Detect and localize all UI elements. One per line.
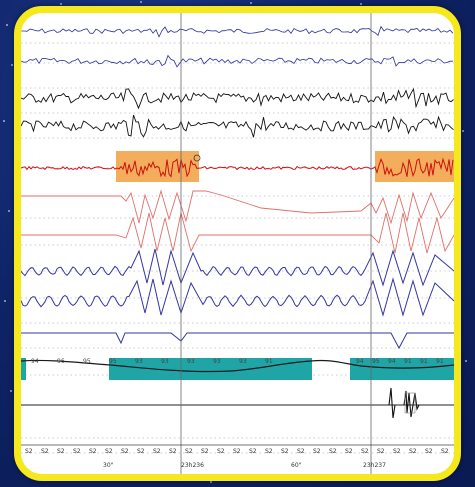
spo2-label: 94 <box>356 358 364 365</box>
spo2-band-edge <box>21 358 26 380</box>
stage-label: S2 <box>121 448 129 455</box>
spo2-label: 91 <box>404 358 412 365</box>
spo2-label: 95 <box>372 358 380 365</box>
spo2-label: 94 <box>388 358 396 365</box>
marker-circle <box>193 154 201 162</box>
spo2-band-2 <box>350 358 454 380</box>
stage-label: S2 <box>153 448 161 455</box>
eeg-trace-2 <box>21 54 453 68</box>
stage-label: S2 <box>249 448 257 455</box>
stage-label: S2 <box>201 448 209 455</box>
polysomnography-frame: 94 96 95 95 93 93 93 93 93 91 94 95 94 91 91 91 S2 S2 S2 S2… <box>14 6 461 481</box>
resp-trace-1 <box>21 248 454 287</box>
time-axis-label: 30" <box>103 462 114 469</box>
resp-trace-2 <box>21 277 454 317</box>
stage-label: S2 <box>217 448 225 455</box>
eeg-trace-4 <box>21 114 454 138</box>
stage-label: S2 <box>393 448 401 455</box>
stage-label: S2 <box>25 448 33 455</box>
spo2-label: 93 <box>135 358 143 365</box>
spo2-curve <box>21 359 454 373</box>
spo2-label: 95 <box>109 358 117 365</box>
eeg-trace-1 <box>21 25 454 38</box>
spo2-label: 96 <box>57 358 65 365</box>
stage-label: S2 <box>265 448 273 455</box>
stage-label: S2 <box>281 448 289 455</box>
stage-label: S2 <box>441 448 449 455</box>
stage-label: S2 <box>89 448 97 455</box>
dotted-grid <box>21 42 454 454</box>
stage-label: S2 <box>425 448 433 455</box>
stage-label: S2 <box>409 448 417 455</box>
resp-trace-3 <box>21 332 454 350</box>
traces <box>21 25 454 419</box>
stage-label: S2 <box>329 448 337 455</box>
spo2-label: 94 <box>31 358 39 365</box>
snore-box <box>404 392 416 414</box>
stage-label: S2 <box>137 448 145 455</box>
stage-label: S2 <box>361 448 369 455</box>
stage-label: S2 <box>41 448 49 455</box>
polysomnography-recording: 94 96 95 95 93 93 93 93 93 91 94 95 94 91 91 91 S2 S2 S2 S2… <box>21 13 454 474</box>
spo2-label: 91 <box>436 358 444 365</box>
emg-trace <box>21 157 454 178</box>
eog-trace-1 <box>21 189 454 225</box>
spo2-label: 91 <box>420 358 428 365</box>
stage-label: S2 <box>233 448 241 455</box>
stage-label: S2 <box>377 448 385 455</box>
stage-label: S2 <box>105 448 113 455</box>
spo2-label: 91 <box>265 358 273 365</box>
time-markers <box>21 13 454 474</box>
eeg-trace-3 <box>21 87 454 110</box>
stage-label: S2 <box>297 448 305 455</box>
spo2-label: 93 <box>187 358 195 365</box>
stage-label: S2 <box>345 448 353 455</box>
stage-label: S2 <box>185 448 193 455</box>
time-axis-label: 23h237 <box>363 462 386 469</box>
stage-label: S2 <box>313 448 321 455</box>
spo2-label: 93 <box>239 358 247 365</box>
spo2-band-1 <box>109 358 312 380</box>
stage-label: S2 <box>73 448 81 455</box>
eog-trace-2 <box>21 212 454 254</box>
spo2-label: 93 <box>161 358 169 365</box>
spo2-label: 95 <box>83 358 91 365</box>
snore-spikes <box>388 387 420 419</box>
spo2-label: 93 <box>213 358 221 365</box>
time-axis-label: 23h236 <box>181 462 204 469</box>
stage-label: S2 <box>169 448 177 455</box>
labels: 94 96 95 95 93 93 93 93 93 91 94 95 94 91 91 91 S2 S2 S2 S2… <box>25 358 449 469</box>
stage-label: S2 <box>57 448 65 455</box>
time-axis-label: 60" <box>291 462 302 469</box>
